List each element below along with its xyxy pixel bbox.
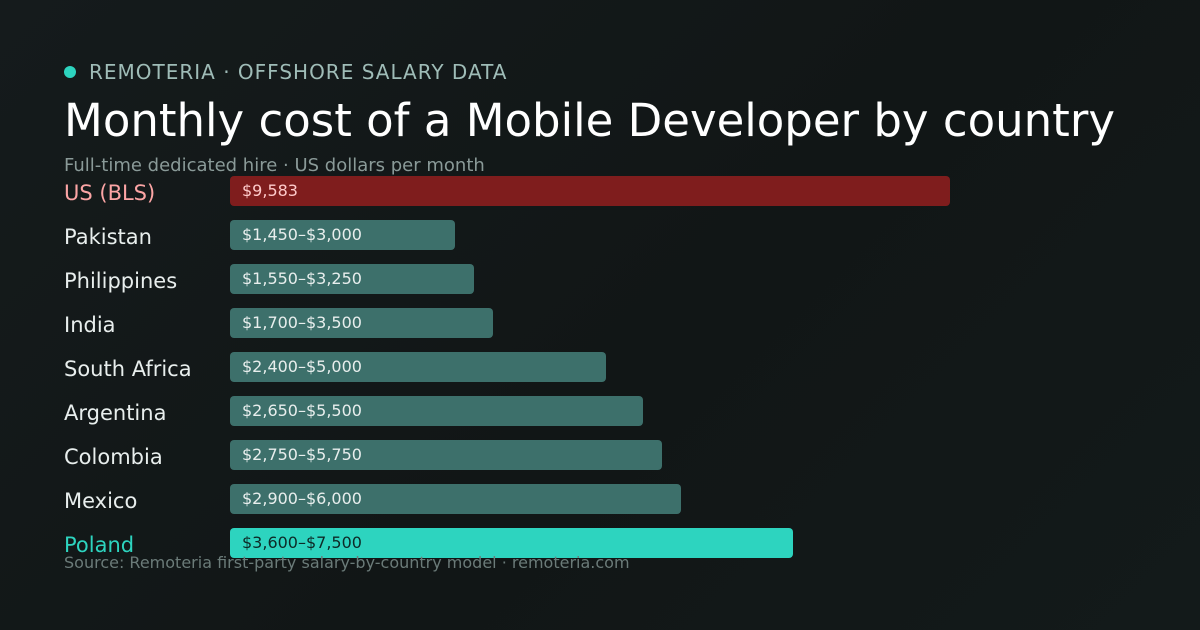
chart-subtitle: Full-time dedicated hire · US dollars pe… xyxy=(64,155,485,176)
value-label: $2,400–$5,000 xyxy=(242,357,362,376)
category-label: Argentina xyxy=(64,401,167,425)
bar: $2,750–$5,750 xyxy=(230,440,662,470)
category-label: South Africa xyxy=(64,357,192,381)
category-label: US (BLS) xyxy=(64,181,156,205)
bar: $2,400–$5,000 xyxy=(230,352,606,382)
bar-row-poland: Poland $3,600–$7,500 xyxy=(0,528,1200,558)
value-label: $2,900–$6,000 xyxy=(242,489,362,508)
category-label: Mexico xyxy=(64,489,138,513)
bar: $3,600–$7,500 xyxy=(230,528,793,558)
value-label: $2,750–$5,750 xyxy=(242,445,362,464)
bar-row-india: India $1,700–$3,500 xyxy=(0,308,1200,338)
category-label: Colombia xyxy=(64,445,163,469)
brand-header: REMOTERIA · OFFSHORE SALARY DATA xyxy=(64,60,507,84)
bar-row-pakistan: Pakistan $1,450–$3,000 xyxy=(0,220,1200,250)
value-label: $2,650–$5,500 xyxy=(242,401,362,420)
bar: $2,650–$5,500 xyxy=(230,396,643,426)
category-label: Pakistan xyxy=(64,225,152,249)
bar-row-colombia: Colombia $2,750–$5,750 xyxy=(0,440,1200,470)
bar: $2,900–$6,000 xyxy=(230,484,681,514)
value-label: $1,550–$3,250 xyxy=(242,269,362,288)
source-note: Source: Remoteria first-party salary-by-… xyxy=(64,553,630,572)
chart-title: Monthly cost of a Mobile Developer by co… xyxy=(64,94,1115,147)
bar-row-argentina: Argentina $2,650–$5,500 xyxy=(0,396,1200,426)
bar: $1,550–$3,250 xyxy=(230,264,474,294)
bar-row-mexico: Mexico $2,900–$6,000 xyxy=(0,484,1200,514)
category-label: Philippines xyxy=(64,269,178,293)
value-label: $3,600–$7,500 xyxy=(242,533,362,552)
bar: $1,450–$3,000 xyxy=(230,220,455,250)
brand-dot-icon xyxy=(64,66,76,78)
category-label: India xyxy=(64,313,116,337)
category-label: Poland xyxy=(64,533,135,557)
bar: $1,700–$3,500 xyxy=(230,308,493,338)
bar-row-south-africa: South Africa $2,400–$5,000 xyxy=(0,352,1200,382)
value-label: $9,583 xyxy=(242,181,298,200)
value-label: $1,700–$3,500 xyxy=(242,313,362,332)
brand-label: REMOTERIA · OFFSHORE SALARY DATA xyxy=(89,60,508,84)
value-label: $1,450–$3,000 xyxy=(242,225,362,244)
bar-row-us-bls: US (BLS) $9,583 xyxy=(0,176,1200,206)
bar-row-philippines: Philippines $1,550–$3,250 xyxy=(0,264,1200,294)
bar: $9,583 xyxy=(230,176,950,206)
